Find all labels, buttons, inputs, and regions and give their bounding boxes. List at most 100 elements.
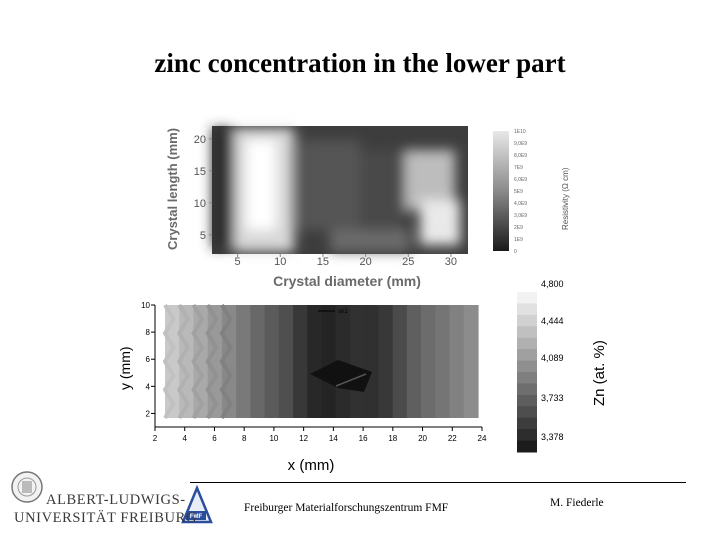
zn-colorbar-step: [517, 417, 537, 430]
fmf-logo: FMF: [181, 484, 213, 524]
zn-band-edge: [191, 303, 205, 420]
zn-colorbar-step: [517, 292, 537, 304]
zn-band: [278, 305, 294, 418]
resistivity-y-tick-label: 10: [194, 198, 206, 210]
zn-band: [435, 305, 451, 418]
zn-legend-label: sn1: [338, 309, 348, 315]
zn-band: [321, 305, 337, 418]
zn-y-tick-label: 10: [141, 301, 150, 310]
resistivity-x-tick-label: 10: [274, 256, 286, 268]
zn-x-tick-label: 10: [269, 434, 278, 443]
resistivity-colorbar: [493, 131, 509, 251]
university-name-line2: UNIVERSITÄT FREIBURG: [14, 510, 197, 526]
resistivity-colorbar-tick-label: 9,0E9: [514, 141, 527, 147]
resistivity-colorbar-tick-label: 2E9: [514, 225, 523, 231]
resistivity-colorbar-ticks: 1E10 9,0E9 8,0E9 7E9 6,0E9 5E9 4,0E9 3,0E9 2E9 1E…: [514, 129, 527, 255]
zn-band: [421, 305, 436, 418]
zn-band: [264, 305, 280, 418]
zn-colorbar-step: [517, 326, 537, 339]
zn-colorbar-step: [517, 383, 537, 396]
zn-colorbar-step: [517, 337, 537, 350]
zn-y-axis-label: y (mm): [117, 346, 133, 390]
zn-x-tick-label: 4: [183, 434, 188, 443]
zn-band: [307, 305, 323, 418]
resistivity-x-tick-label: 15: [317, 256, 329, 268]
university-name: ALBERT-LUDWIGS- UNIVERSITÄT FREIBURG: [14, 491, 197, 527]
zn-colorbar-tick-label: 4,089: [541, 353, 564, 363]
resistivity-colorbar-tick-label: 3,0E9: [514, 213, 527, 219]
resistivity-x-tick-label: 30: [445, 256, 457, 268]
zn-colorbar-label: Zn (at. %): [591, 340, 608, 406]
zn-y-tick-label: 2: [146, 409, 151, 418]
zn-band: [406, 305, 422, 418]
zn-x-tick-label: 2: [153, 434, 158, 443]
resistivity-y-axis-label: Crystal length (mm): [165, 128, 180, 250]
zn-band-edge: [162, 303, 176, 420]
footer-divider: [190, 482, 686, 483]
zn-x-tick-label: 22: [448, 434, 457, 443]
resistivity-y-ticks: 5 10 15 20: [194, 134, 212, 242]
resistivity-colorbar-tick-label: 7E9: [514, 165, 523, 171]
zn-x-tick-label: 12: [299, 434, 308, 443]
zn-x-ticks: 2 4 6 8 10 12 14 16 18 20 22 24: [153, 427, 487, 443]
resistivity-x-tick-label: 5: [235, 256, 241, 268]
zn-band: [165, 305, 180, 418]
resistivity-map-field: [212, 128, 460, 252]
zn-colorbar-tick-label: 4,800: [541, 279, 564, 289]
zn-band: [193, 305, 209, 418]
resistivity-x-tick-label: 25: [402, 256, 414, 268]
resistivity-colorbar-tick-label: 1E9: [514, 237, 523, 243]
zn-map-field: [162, 303, 479, 420]
zn-colorbar-tick-label: 3,378: [541, 432, 564, 442]
zn-colorbar-tick-label: 4,444: [541, 316, 564, 326]
zn-colorbar-step: [517, 314, 537, 327]
zn-band: [463, 305, 479, 418]
institute-name: Freiburger Materialforschungszentrum FMF: [244, 502, 449, 514]
zn-x-tick-label: 14: [329, 434, 338, 443]
zn-band-edge: [176, 303, 191, 420]
zn-colorbar-step: [517, 372, 537, 384]
zn-colorbar-step: [517, 303, 537, 316]
zn-y-ticks: 2 4 6 8 10: [141, 301, 155, 418]
university-name-line1: ALBERT-LUDWIGS-: [46, 492, 186, 508]
zn-colorbar: [517, 292, 537, 453]
zn-colorbar-step: [517, 360, 537, 373]
university-seal: [11, 471, 43, 503]
zn-y-tick-label: 4: [146, 382, 151, 391]
resistivity-colorbar-tick-label: 8,0E9: [514, 153, 527, 159]
slide-title: zinc concentration in the lower part: [154, 48, 566, 78]
resistivity-x-tick-label: 20: [359, 256, 371, 268]
zn-feature-low-region: [310, 360, 372, 392]
resistivity-y-tick-label: 5: [200, 230, 206, 242]
zn-colorbar-ticks: 4,800 4,444 4,089 3,733 3,378: [541, 279, 564, 442]
zn-band: [236, 305, 251, 418]
zn-band: [364, 305, 380, 418]
zn-band: [250, 305, 266, 418]
resistivity-colorbar-tick-label: 6,0E9: [514, 177, 527, 183]
zn-band: [207, 305, 223, 418]
zn-y-tick-label: 6: [146, 355, 151, 364]
zn-colorbar-step: [517, 406, 537, 419]
zn-colorbar-step: [517, 349, 537, 362]
zn-x-tick-label: 16: [359, 434, 368, 443]
zn-x-axis-label: x (mm): [288, 457, 335, 474]
zn-band: [293, 305, 308, 418]
resistivity-colorbar-tick-label: 1E10: [514, 129, 526, 135]
zn-band: [349, 305, 365, 418]
zn-x-tick-label: 18: [388, 434, 397, 443]
resistivity-colorbar-tick-label: 0: [514, 249, 517, 255]
resistivity-x-ticks: 5 10 15 20 25 30: [235, 254, 457, 268]
resistivity-y-tick-label: 15: [194, 166, 206, 178]
zn-band-edge: [205, 303, 219, 420]
resistivity-y-tick-label: 20: [194, 134, 206, 146]
author-name: M. Fiederle: [550, 497, 604, 509]
zn-band: [221, 305, 237, 418]
resistivity-colorbar-tick-label: 5E9: [514, 189, 523, 195]
zn-colorbar-step: [517, 440, 537, 453]
zn-band: [335, 305, 351, 418]
fmf-logo-text: FMF: [190, 514, 203, 520]
zn-x-tick-label: 24: [478, 434, 487, 443]
